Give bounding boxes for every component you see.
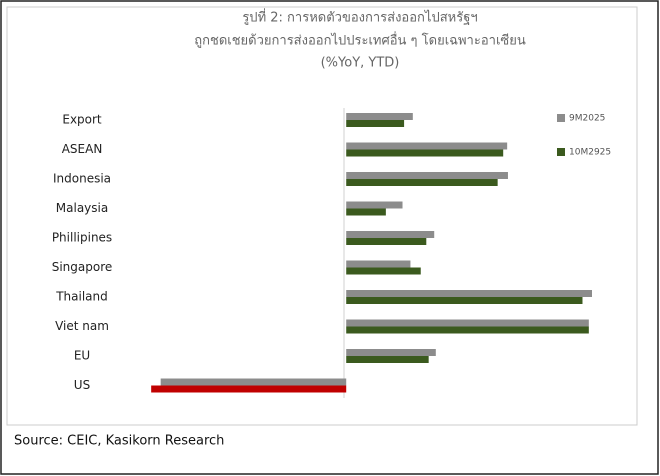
- bar: [151, 385, 347, 393]
- bar: [346, 201, 403, 209]
- legend-swatch: [557, 114, 565, 122]
- bar: [346, 326, 589, 334]
- legend-swatch: [557, 148, 565, 156]
- bar: [160, 378, 347, 386]
- bar: [346, 172, 508, 179]
- bar: [346, 120, 405, 127]
- unit-label: (%YoY, YTD): [321, 56, 400, 71]
- bar: [346, 179, 498, 186]
- category-label: Indonesia: [53, 172, 111, 186]
- bar: [346, 356, 429, 363]
- bar: [346, 208, 386, 216]
- bar: [346, 260, 411, 268]
- legend-label: 9M2025: [569, 114, 605, 124]
- category-label: US: [74, 378, 90, 392]
- category-label: Singapore: [52, 260, 113, 274]
- category-label: Viet nam: [55, 319, 109, 333]
- chart-frame: [6, 6, 638, 426]
- bar: [346, 231, 435, 238]
- category-label: Malaysia: [56, 201, 108, 215]
- bar: [346, 149, 504, 157]
- category-label: EU: [74, 349, 90, 363]
- bar: [346, 267, 421, 275]
- category-label: ASEAN: [62, 142, 103, 156]
- bar: [346, 290, 592, 297]
- chart-title: รูปที่ 2: การหดตัวของการส่งออกไปสหรัฐฯ: [242, 9, 477, 26]
- bar: [346, 238, 427, 245]
- chart-subtitle: ถูกชดเชยด้วยการส่งออกไปประเทศอื่น ๆ โดยเ…: [194, 32, 526, 49]
- category-label: Export: [62, 113, 102, 127]
- bar: [346, 319, 589, 327]
- legend-label: 10M2925: [569, 148, 611, 158]
- bar: [346, 297, 583, 304]
- bar: [346, 349, 436, 356]
- source: Source: CEIC, Kasikorn Research: [14, 434, 224, 449]
- category-label: Phillipines: [52, 231, 112, 245]
- bar: [346, 142, 508, 150]
- category-label: Thailand: [55, 290, 108, 304]
- bar: [346, 113, 413, 120]
